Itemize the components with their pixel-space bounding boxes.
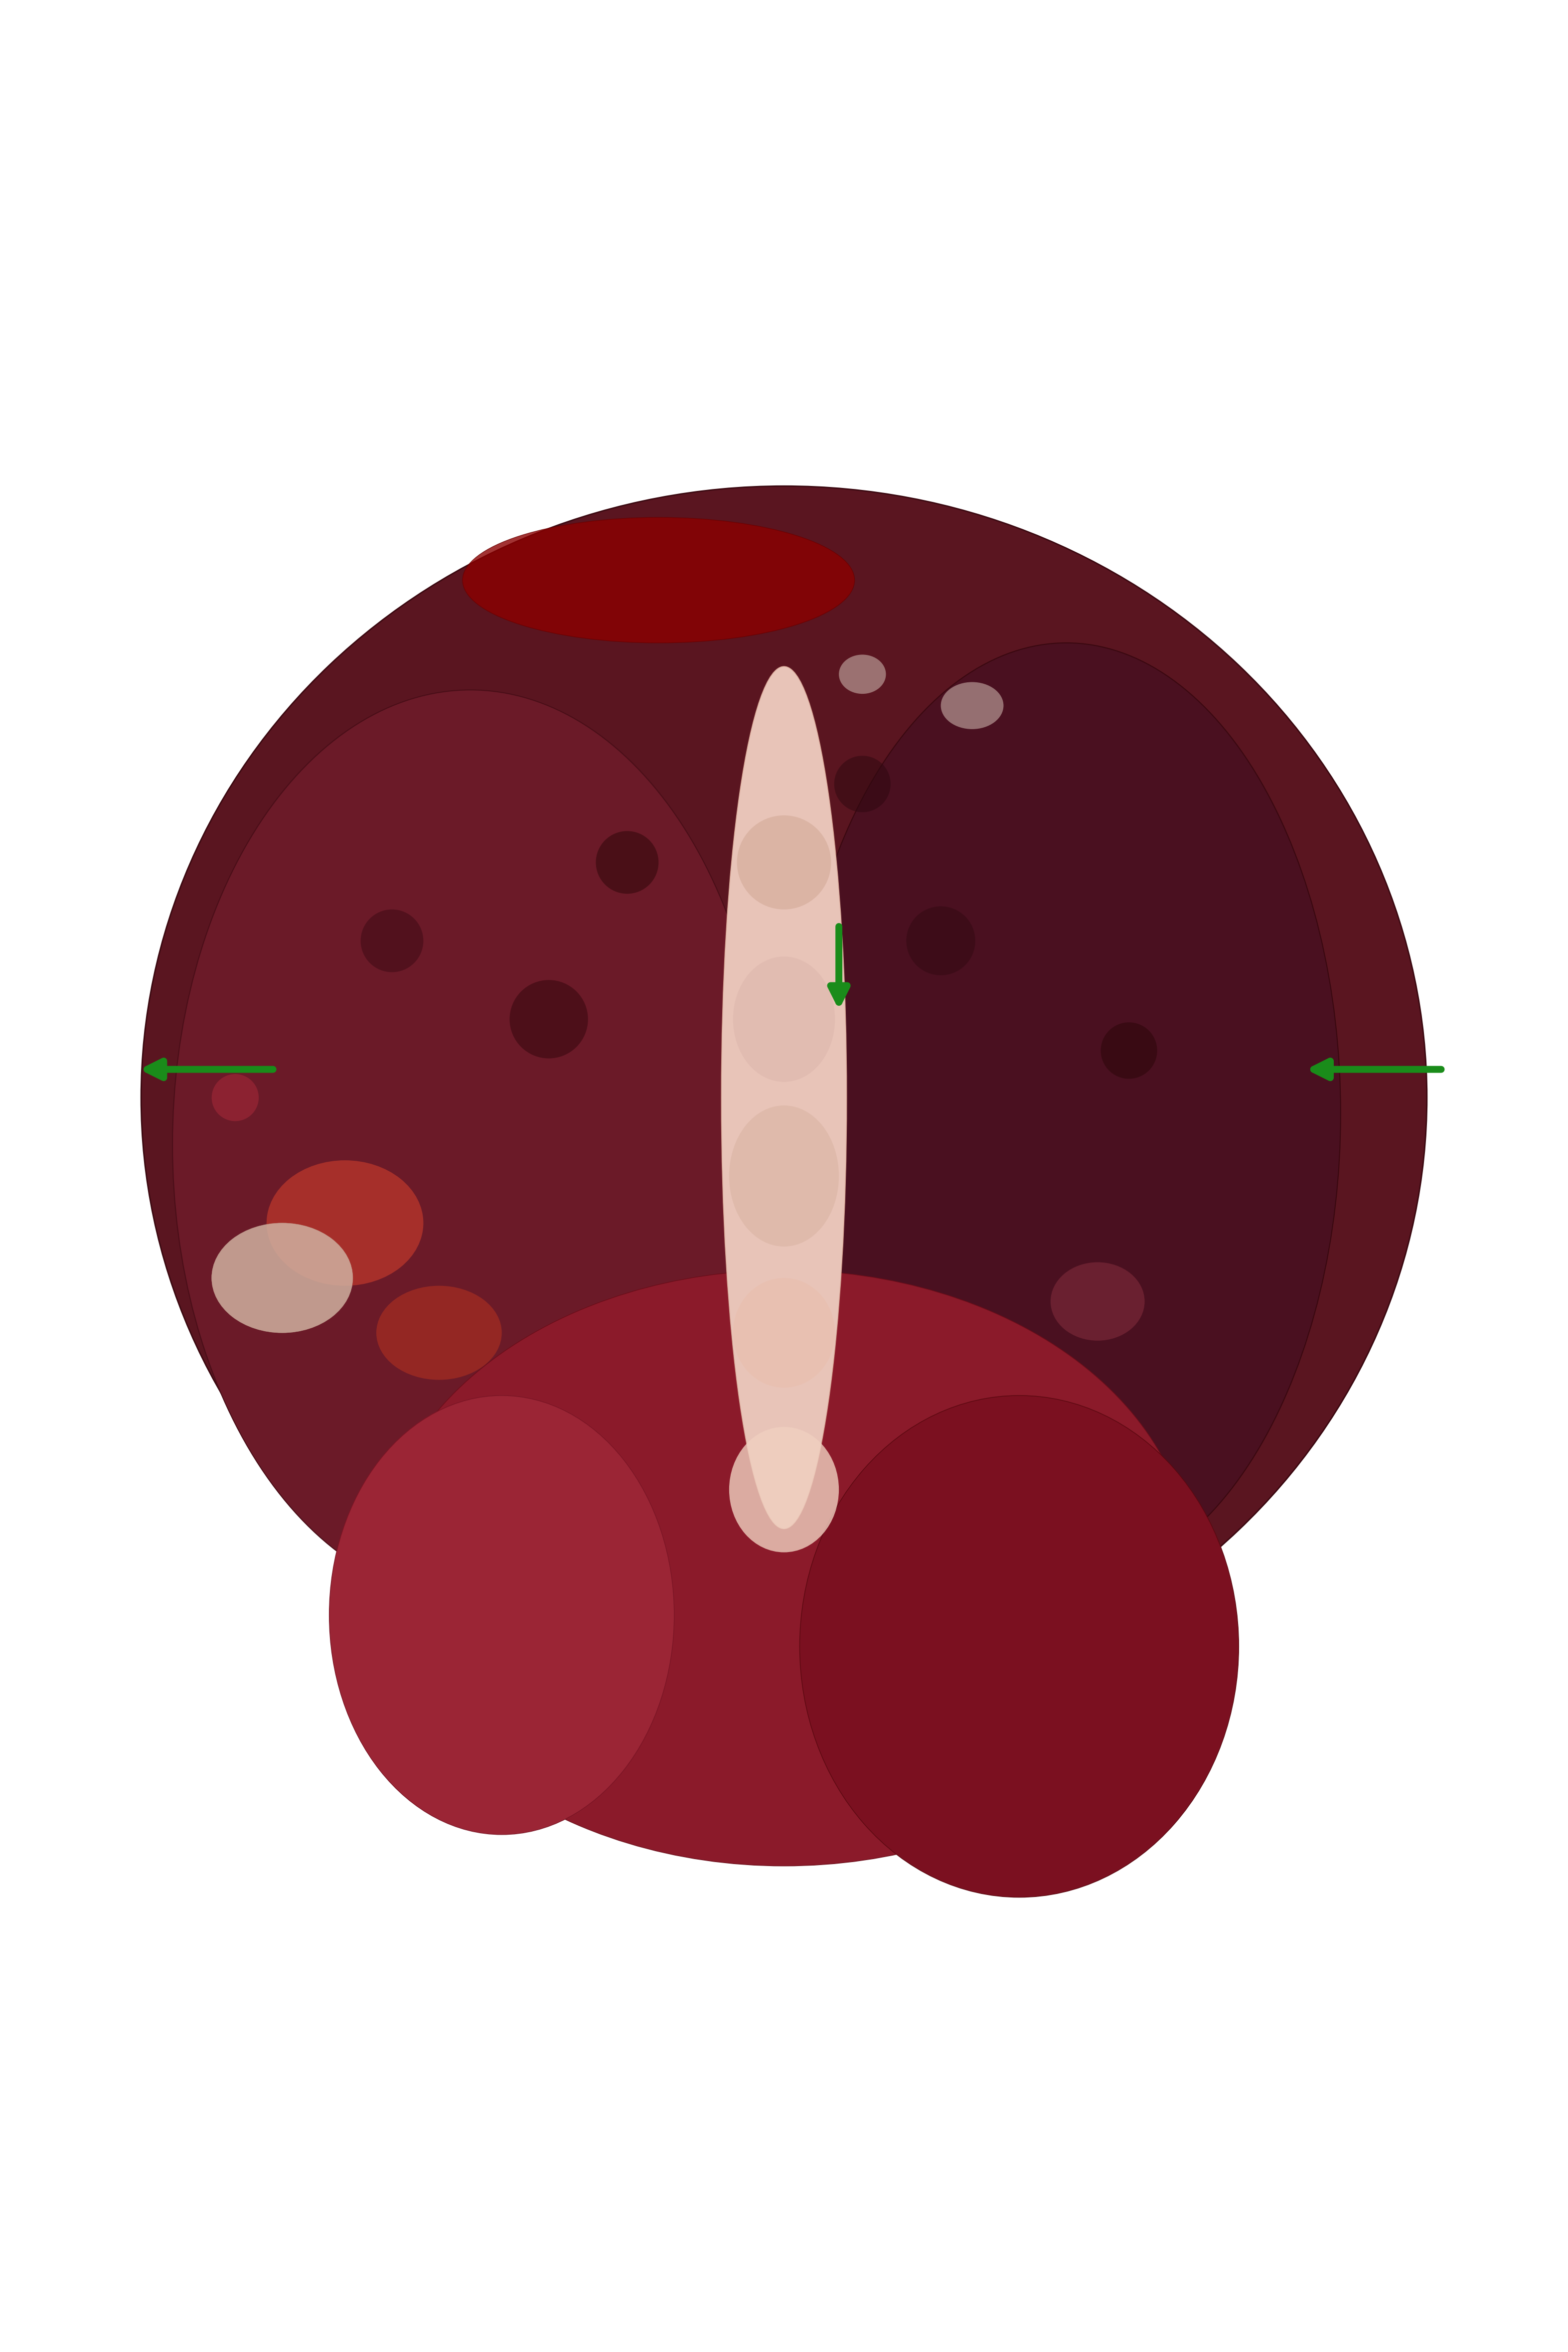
Ellipse shape [839,654,886,694]
Ellipse shape [329,1395,674,1835]
Ellipse shape [376,1270,1192,1865]
Ellipse shape [729,1428,839,1552]
Circle shape [834,755,891,811]
Ellipse shape [212,1223,353,1334]
Ellipse shape [376,1287,502,1381]
Circle shape [906,906,975,976]
Circle shape [361,910,423,971]
Circle shape [1101,1023,1157,1080]
Ellipse shape [800,1395,1239,1898]
Ellipse shape [141,487,1427,1710]
Ellipse shape [267,1160,423,1287]
Ellipse shape [734,957,834,1082]
Ellipse shape [1051,1263,1145,1341]
Ellipse shape [172,689,768,1599]
Ellipse shape [792,642,1341,1583]
Ellipse shape [721,666,847,1529]
Ellipse shape [463,517,855,642]
Ellipse shape [734,1277,834,1388]
Ellipse shape [737,816,831,910]
Ellipse shape [941,682,1004,729]
Circle shape [596,830,659,894]
Ellipse shape [729,1105,839,1247]
Circle shape [510,981,588,1058]
Circle shape [212,1075,259,1122]
